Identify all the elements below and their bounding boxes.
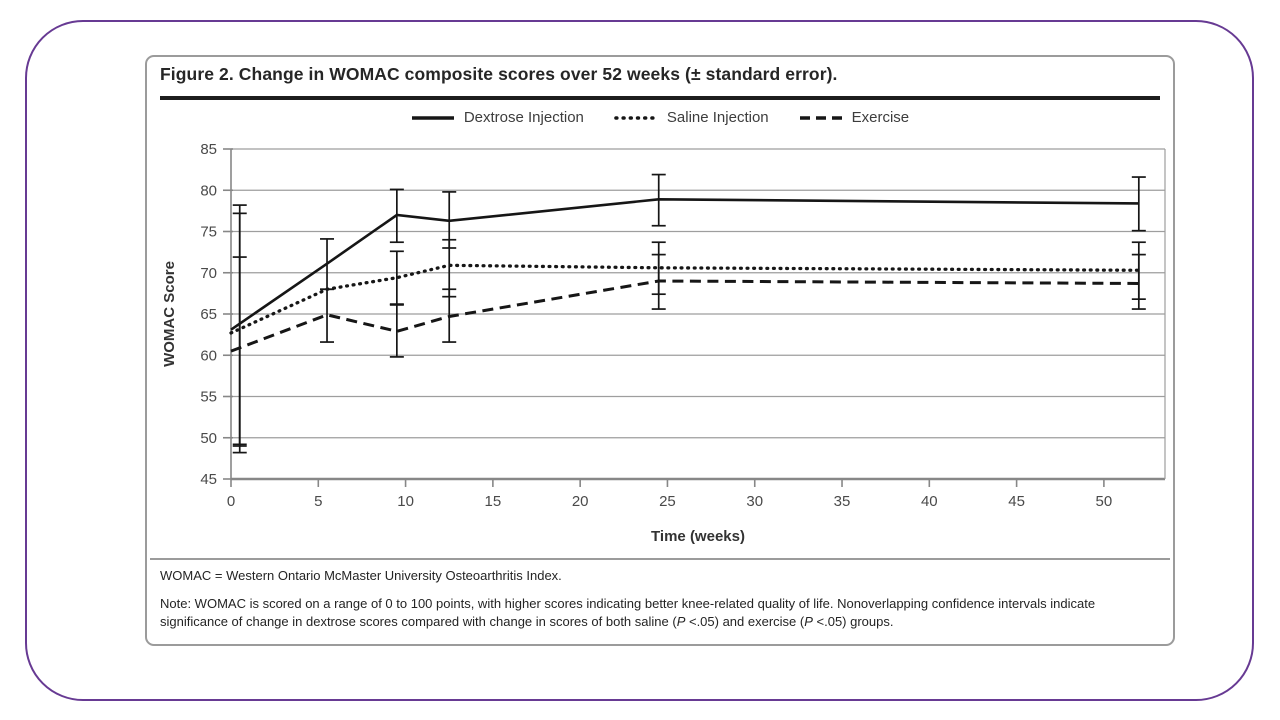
svg-text:40: 40 <box>921 493 938 510</box>
series-dextrose-injection <box>230 198 1139 331</box>
x-axis: 0 5 10 15 20 25 30 35 40 45 50 <box>227 479 1112 510</box>
svg-text:WOMAC Score: WOMAC Score <box>161 261 178 367</box>
series-exercise <box>230 279 1139 353</box>
series-saline-injection <box>229 263 1141 335</box>
svg-text:70: 70 <box>200 265 217 282</box>
svg-text:45: 45 <box>200 471 217 488</box>
svg-text:15: 15 <box>485 493 502 510</box>
series-line <box>230 279 1139 353</box>
axis-titles: Time (weeks) WOMAC Score <box>161 261 745 545</box>
slide-frame-border <box>25 20 1254 701</box>
svg-text:55: 55 <box>200 389 217 406</box>
footnote-note-segment: P <box>804 614 813 630</box>
svg-text:50: 50 <box>1096 493 1113 510</box>
legend-label: Exercise <box>851 109 910 126</box>
svg-text:5: 5 <box>314 493 322 510</box>
dotted-line-swatch-icon <box>614 115 658 120</box>
chart-legend: Dextrose Injection Saline Injection Exer… <box>147 109 1173 126</box>
svg-text:75: 75 <box>200 224 217 241</box>
footnote-note-segment: P <box>676 614 686 630</box>
title-rule <box>160 96 1160 100</box>
figure-title: Figure 2. Change in WOMAC composite scor… <box>160 64 838 84</box>
legend-item-exercise: Exercise <box>799 109 910 126</box>
solid-line-swatch-icon <box>411 115 454 120</box>
svg-text:30: 30 <box>746 493 763 510</box>
figure-box: Figure 2. Change in WOMAC composite scor… <box>145 55 1175 646</box>
y-axis: 45 50 55 60 65 70 75 80 85 <box>200 141 233 488</box>
svg-text:0: 0 <box>227 493 235 510</box>
svg-text:Time (weeks): Time (weeks) <box>651 528 745 545</box>
legend-item-dextrose: Dextrose Injection <box>411 109 584 126</box>
legend-label: Saline Injection <box>666 109 769 126</box>
dashed-line-swatch-icon <box>799 115 842 120</box>
gridlines <box>230 148 1166 481</box>
svg-text:80: 80 <box>200 182 217 199</box>
legend-item-saline: Saline Injection <box>614 109 769 126</box>
svg-text:10: 10 <box>397 493 414 510</box>
footnote-note: Note: WOMAC is scored on a range of 0 to… <box>160 595 1164 632</box>
svg-text:60: 60 <box>200 347 217 364</box>
svg-text:65: 65 <box>200 306 217 323</box>
svg-text:50: 50 <box>200 430 217 447</box>
footnote-note-segment: <.05) groups. <box>812 614 894 630</box>
svg-text:45: 45 <box>1008 493 1025 510</box>
footnote-abbreviation: WOMAC = Western Ontario McMaster Univers… <box>160 568 562 583</box>
footnote-separator <box>150 558 1170 560</box>
svg-text:20: 20 <box>572 493 589 510</box>
svg-text:85: 85 <box>200 141 217 158</box>
footnote-note-segment: <.05) and exercise ( <box>685 614 805 630</box>
series-line <box>230 198 1139 331</box>
svg-text:35: 35 <box>834 493 851 510</box>
series-line <box>229 263 1141 335</box>
legend-label: Dextrose Injection <box>463 109 584 126</box>
footnote-note-segment: Note: WOMAC is scored on a range of 0 to… <box>160 596 1096 630</box>
svg-text:25: 25 <box>659 493 676 510</box>
